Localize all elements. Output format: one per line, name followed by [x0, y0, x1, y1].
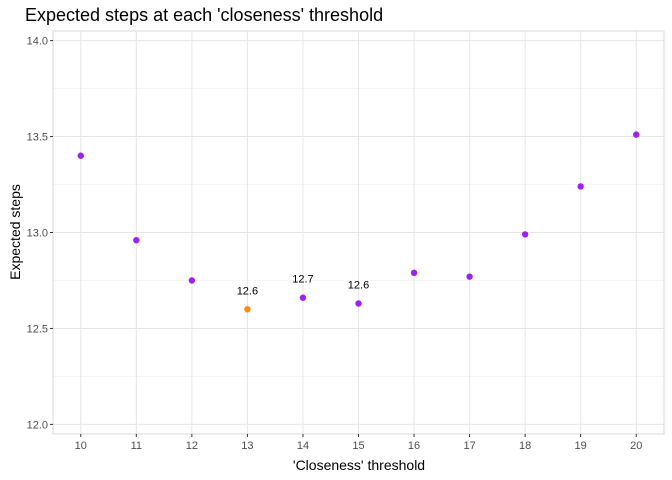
x-tick-label: 18	[519, 440, 531, 452]
data-point-highlight	[244, 306, 251, 313]
y-axis-title: Expected steps	[7, 184, 23, 280]
data-point	[299, 294, 307, 301]
data-label: 12.6	[237, 285, 258, 297]
y-tick-label: 13.5	[27, 132, 48, 144]
data-points	[77, 131, 640, 313]
x-axis-title: 'Closeness' threshold	[293, 457, 425, 473]
x-tick-label: 12	[186, 440, 198, 452]
x-tick-label: 16	[408, 440, 420, 452]
x-tick-label: 13	[241, 440, 253, 452]
y-tick-label: 13.0	[27, 228, 48, 240]
data-point	[633, 131, 640, 138]
data-point	[188, 277, 196, 284]
data-point	[466, 273, 473, 280]
data-point	[77, 152, 84, 159]
data-point	[577, 183, 584, 190]
y-tick-label: 14.0	[27, 36, 48, 48]
y-axis-ticks: 12.0 12.5 13.0 13.5 14.0	[27, 36, 53, 431]
x-tick-label: 11	[131, 440, 142, 452]
x-tick-label: 15	[352, 440, 364, 452]
data-point	[521, 231, 529, 238]
x-tick-label: 10	[75, 440, 87, 452]
x-axis-ticks: 10 11 12 13 14 15 16 17 18 19 20	[75, 434, 642, 452]
data-point	[355, 300, 362, 307]
x-tick-label: 20	[630, 440, 642, 452]
x-tick-label: 17	[463, 440, 475, 452]
data-point	[410, 269, 418, 276]
y-tick-label: 12.5	[27, 323, 48, 335]
grid	[53, 31, 664, 434]
y-tick-label: 12.0	[27, 419, 48, 431]
data-label: 12.7	[292, 274, 313, 286]
chart-title: Expected steps at each 'closeness' thres…	[25, 5, 383, 25]
data-labels: 12.6 12.7 12.6	[237, 274, 370, 298]
data-point	[133, 236, 140, 244]
data-label: 12.6	[348, 280, 369, 292]
x-tick-label: 19	[575, 440, 587, 452]
x-tick-label: 14	[297, 440, 309, 452]
